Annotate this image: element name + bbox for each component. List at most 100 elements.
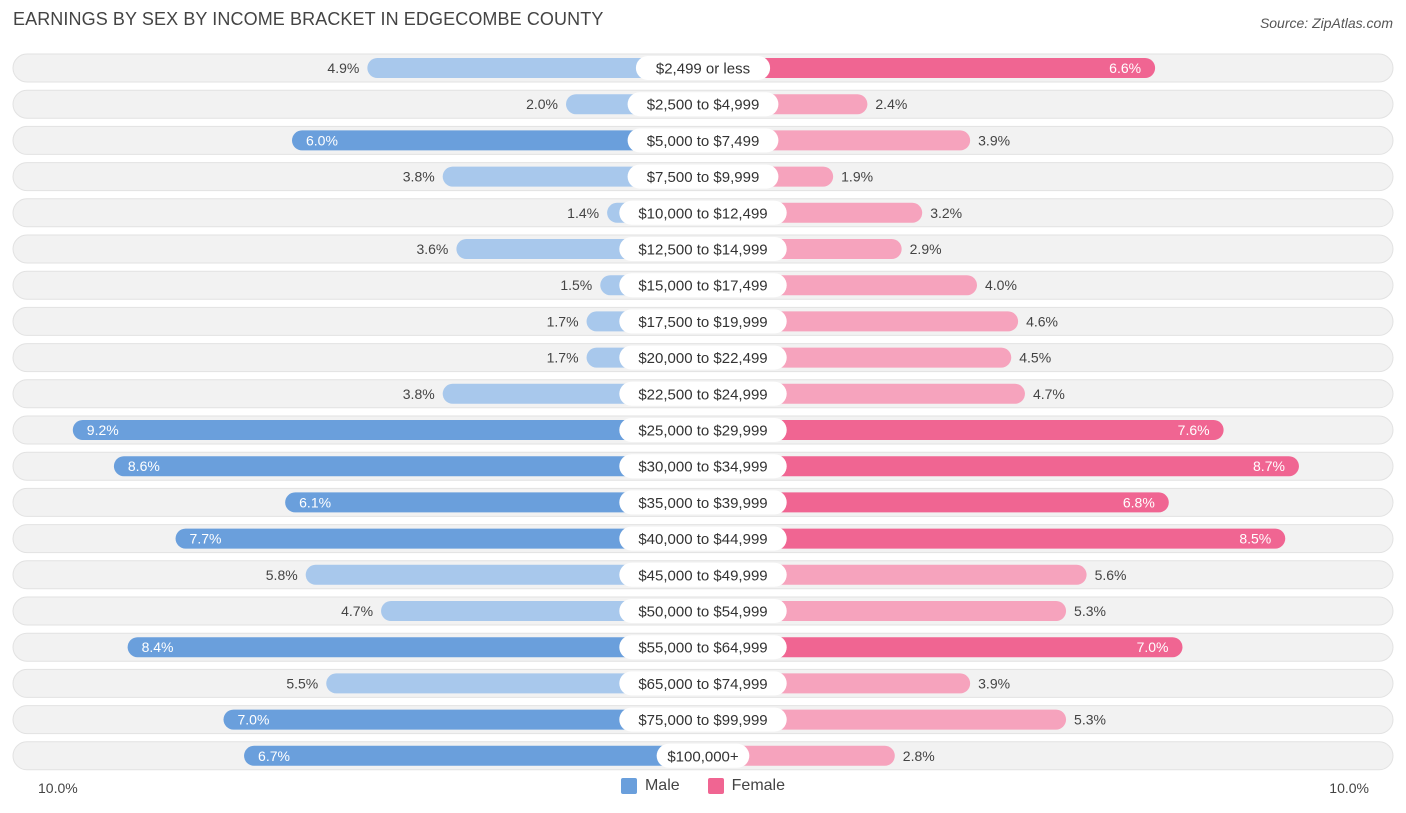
category-pill — [619, 345, 787, 370]
value-label-female: 6.8% — [1123, 494, 1155, 510]
chart-row: 6.1% 6.8% $35,000 to $39,999 — [12, 487, 1394, 517]
category-pill — [619, 599, 787, 623]
category-pill — [619, 418, 787, 442]
value-label-female: 7.0% — [1137, 639, 1169, 655]
bar-male[interactable] — [223, 709, 704, 730]
bar-female[interactable] — [703, 492, 1169, 513]
category-label: $22,500 to $24,999 — [638, 386, 767, 403]
value-label-female: 1.9% — [841, 169, 873, 185]
category-pill — [619, 237, 787, 261]
value-label-female: 3.2% — [930, 205, 962, 221]
bar-female[interactable] — [703, 564, 1087, 585]
value-label-male: 2.0% — [526, 96, 558, 112]
category-label: $15,000 to $17,499 — [638, 278, 767, 295]
value-label-female: 3.9% — [978, 675, 1010, 691]
category-pill — [619, 200, 787, 225]
bar-male[interactable] — [127, 637, 704, 658]
legend-item-female[interactable]: Female — [707, 777, 786, 795]
category-label: $2,499 or less — [656, 61, 750, 78]
chart-row: 4.9% 6.6% $2,499 or less — [12, 53, 1394, 83]
chart-row: 2.0% 2.4% $2,500 to $4,999 — [12, 89, 1394, 119]
bar-male[interactable] — [285, 492, 703, 513]
legend-label-female: Female — [731, 777, 786, 794]
value-label-female: 4.5% — [1019, 350, 1051, 366]
value-label-male: 6.7% — [258, 748, 290, 764]
value-label-female: 2.9% — [910, 241, 942, 257]
category-label: $20,000 to $22,499 — [638, 350, 767, 367]
value-label-female: 8.5% — [1239, 531, 1271, 547]
value-label-female: 5.3% — [1074, 712, 1106, 728]
value-label-male: 7.7% — [190, 531, 222, 547]
bar-female[interactable] — [703, 637, 1183, 658]
category-pill — [619, 671, 787, 696]
value-label-female: 5.3% — [1074, 603, 1106, 619]
legend-item-male[interactable]: Male — [620, 777, 680, 795]
value-label-female: 2.8% — [903, 748, 935, 764]
chart-row: 1.4% 3.2% $10,000 to $12,499 — [12, 198, 1394, 228]
bar-female[interactable] — [703, 709, 1067, 730]
category-pill — [619, 635, 787, 660]
value-label-male: 7.0% — [238, 712, 270, 728]
bar-female[interactable] — [703, 528, 1286, 549]
chart-row: 8.4% 7.0% $55,000 to $64,999 — [12, 632, 1394, 662]
value-label-female: 7.6% — [1178, 422, 1210, 438]
legend: Male Female — [0, 777, 1406, 795]
category-pill — [627, 92, 779, 117]
category-label: $7,500 to $9,999 — [647, 169, 760, 186]
category-label: $10,000 to $12,499 — [638, 205, 767, 222]
chart-row: 8.6% 8.7% $30,000 to $34,999 — [12, 451, 1394, 481]
legend-swatch-female — [707, 778, 724, 794]
bar-female[interactable] — [703, 745, 895, 766]
category-pill — [635, 56, 771, 80]
bar-male[interactable] — [244, 745, 704, 766]
chart-row: 5.5% 3.9% $65,000 to $74,999 — [12, 668, 1394, 698]
bar-female[interactable] — [703, 456, 1299, 477]
chart-row: 1.7% 4.6% $17,500 to $19,999 — [12, 306, 1394, 336]
value-label-male: 1.4% — [567, 205, 599, 221]
category-pill — [619, 309, 787, 334]
value-label-male: 5.5% — [286, 675, 318, 691]
bar-female[interactable] — [703, 58, 1156, 78]
chart-row: 3.8% 4.7% $22,500 to $24,999 — [12, 379, 1394, 409]
bar-female[interactable] — [703, 601, 1067, 621]
chart-row: 7.0% 5.3% $75,000 to $99,999 — [12, 705, 1394, 735]
category-label: $45,000 to $49,999 — [638, 567, 767, 584]
value-label-male: 4.9% — [327, 60, 359, 76]
value-label-female: 2.4% — [875, 96, 907, 112]
bar-male[interactable] — [326, 673, 703, 694]
value-label-male: 1.7% — [547, 313, 579, 329]
value-label-female: 6.6% — [1109, 60, 1141, 76]
bar-male[interactable] — [367, 58, 703, 78]
chart-row: 3.6% 2.9% $12,500 to $14,999 — [12, 234, 1394, 264]
value-label-female: 4.6% — [1026, 313, 1058, 329]
bar-male[interactable] — [72, 420, 704, 440]
chart-row: 3.8% 1.9% $7,500 to $9,999 — [12, 162, 1394, 192]
category-label: $65,000 to $74,999 — [638, 676, 767, 693]
category-label: $50,000 to $54,999 — [638, 604, 767, 621]
chart-row: 1.5% 4.0% $15,000 to $17,499 — [12, 270, 1394, 300]
value-label-female: 3.9% — [978, 132, 1010, 148]
category-label: $40,000 to $44,999 — [638, 531, 767, 548]
value-label-male: 9.2% — [87, 422, 119, 438]
bar-male[interactable] — [113, 456, 703, 477]
value-label-female: 8.7% — [1253, 458, 1285, 474]
chart-row: 6.7% 2.8% $100,000+ — [12, 741, 1394, 771]
bar-male[interactable] — [292, 130, 703, 151]
category-pill — [627, 128, 779, 153]
category-label: $35,000 to $39,999 — [638, 495, 767, 512]
category-pill — [656, 743, 750, 768]
value-label-male: 3.8% — [403, 169, 435, 185]
legend-swatch-male — [620, 778, 637, 794]
value-label-male: 8.6% — [128, 458, 160, 474]
value-label-male: 8.4% — [142, 639, 174, 655]
bar-male[interactable] — [175, 528, 704, 549]
chart-canvas: 4.9% 6.6% $2,499 or less 2.0% 2.4% $2,500 to … — [12, 53, 1394, 771]
chart-row: 9.2% 7.6% $25,000 to $29,999 — [12, 415, 1394, 445]
bar-female[interactable] — [703, 420, 1224, 440]
chart-row: 4.7% 5.3% $50,000 to $54,999 — [12, 596, 1394, 626]
chart-row: 1.7% 4.5% $20,000 to $22,499 — [12, 343, 1394, 373]
category-pill — [619, 273, 787, 298]
bar-male[interactable] — [305, 564, 703, 585]
category-pill — [619, 381, 787, 406]
chart-row: 6.0% 3.9% $5,000 to $7,499 — [12, 125, 1394, 155]
